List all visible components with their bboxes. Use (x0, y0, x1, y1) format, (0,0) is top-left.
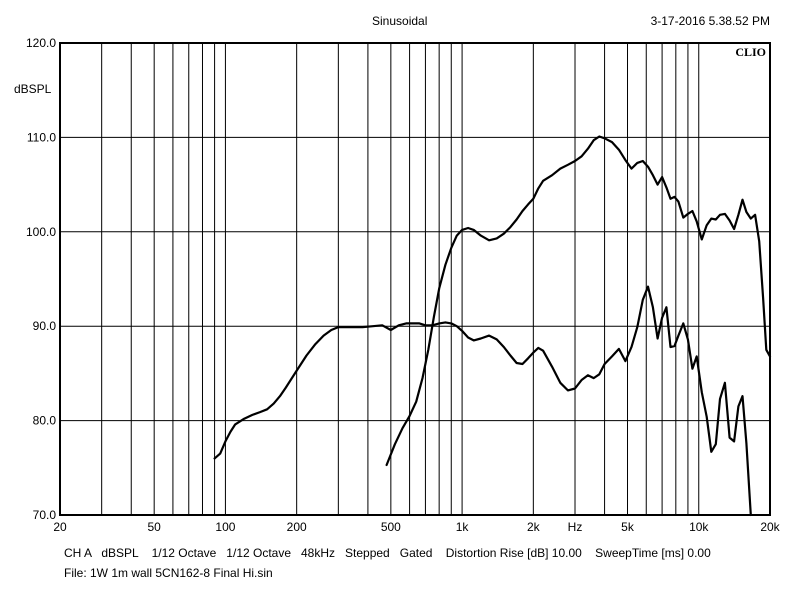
x-tick-label: 1k (456, 520, 470, 534)
timestamp: 3-17-2016 5.38.52 PM (650, 14, 770, 28)
x-tick-label: 2k (527, 520, 541, 534)
series-line-1 (385, 135, 772, 467)
x-tick-label: 20 (53, 520, 67, 534)
y-tick-label: 90.0 (33, 319, 57, 333)
x-tick-label: 500 (381, 520, 401, 534)
y-tick-label: 100.0 (26, 225, 56, 239)
x-axis-label: Hz (568, 520, 583, 534)
x-tick-label: 50 (147, 520, 161, 534)
x-tick-label: 200 (287, 520, 307, 534)
chart-title: Sinusoidal (372, 14, 428, 28)
x-tick-label: 100 (215, 520, 235, 534)
y-axis-label: dBSPL (14, 82, 52, 96)
y-tick-label: 80.0 (33, 414, 57, 428)
y-tick-label: 120.0 (26, 36, 56, 50)
settings-line: CH A dBSPL 1/12 Octave 1/12 Octave 48kHz… (64, 546, 711, 560)
plot-frame (59, 42, 771, 516)
x-tick-label: 5k (621, 520, 635, 534)
y-tick-label: 70.0 (33, 508, 57, 522)
file-name: File: 1W 1m wall 5CN162-8 Final Hi.sin (64, 566, 273, 580)
clio-logo: CLIO (735, 45, 766, 59)
y-tick-label: 110.0 (27, 130, 56, 144)
x-tick-label: 10k (689, 520, 709, 534)
series-line-2 (213, 285, 752, 517)
x-tick-label: 20k (760, 520, 780, 534)
